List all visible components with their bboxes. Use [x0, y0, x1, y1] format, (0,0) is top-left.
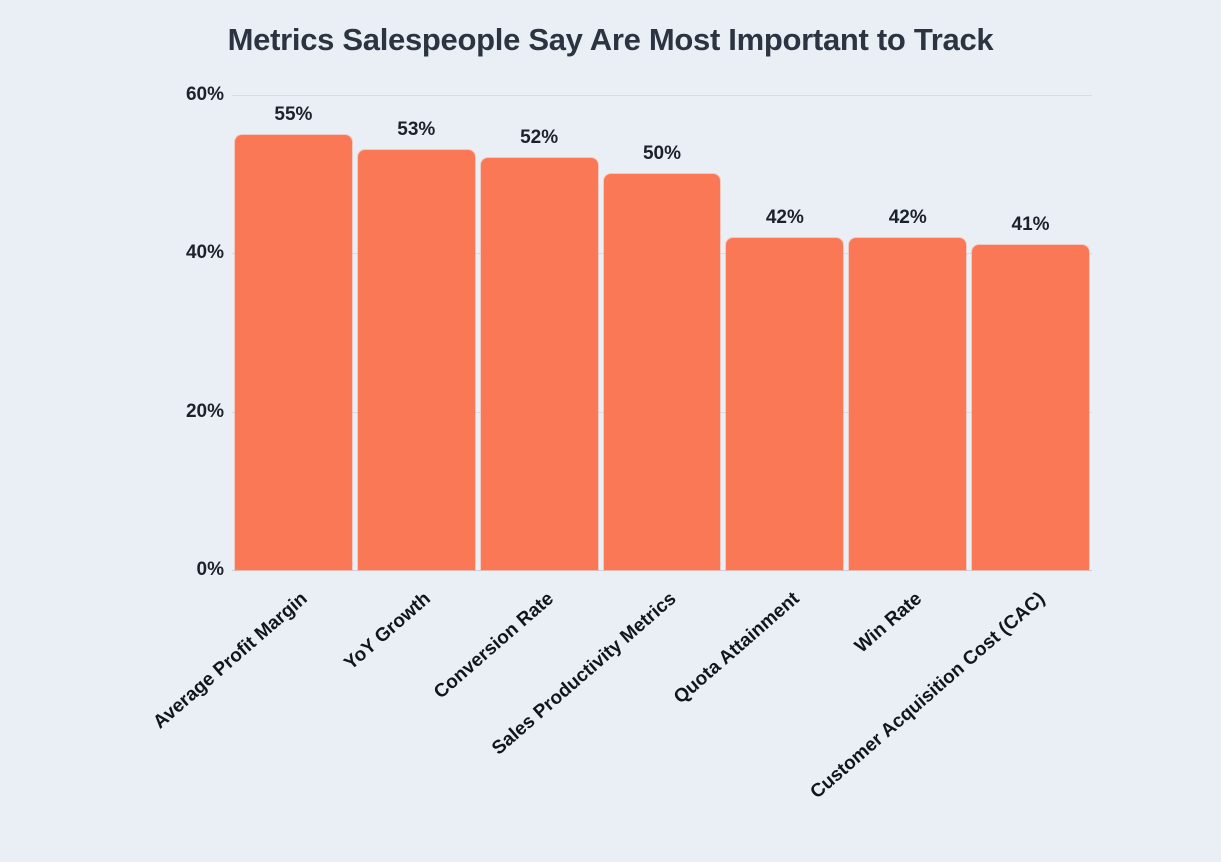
gridline-60: [232, 95, 1092, 96]
bar-value-label: 42%: [888, 206, 927, 228]
bar-column[interactable]: 41%: [969, 95, 1092, 570]
y-axis-tick-label: 20%: [185, 400, 224, 422]
bar-column[interactable]: 55%: [232, 95, 355, 570]
y-axis-tick-label: 60%: [185, 84, 224, 105]
bar-value-label: 55%: [274, 103, 313, 125]
x-axis: Average Profit Margin YoY Growth Conversio…: [150, 570, 1092, 860]
x-axis-tick-label: Win Rate: [851, 588, 927, 658]
bar[interactable]: [235, 134, 352, 570]
x-axis-tick-label: Average Profit Margin: [149, 588, 313, 734]
bar-column[interactable]: 50%: [601, 95, 724, 570]
bars-group: 55% 53% 52% 50% 42% 42% 41%: [232, 95, 1092, 570]
bar-column[interactable]: 53%: [355, 95, 478, 570]
bar-value-label: 53%: [397, 119, 436, 141]
x-axis-tick-label: Quota Attainment: [669, 588, 804, 709]
chart-title: Metrics Salespeople Say Are Most Importa…: [227, 22, 994, 57]
gridline-0: [232, 570, 1092, 571]
y-axis-tick-label: 0%: [196, 559, 224, 580]
x-axis-tick-label: Conversion Rate: [430, 588, 558, 704]
bar-value-label: 42%: [765, 206, 804, 228]
y-axis-tick-label: 40%: [185, 242, 224, 264]
bar[interactable]: [357, 150, 475, 570]
bar[interactable]: [480, 158, 598, 570]
bar[interactable]: [849, 237, 967, 570]
bar[interactable]: [972, 245, 1089, 570]
x-axis-tick-label: Customer Acquisition Cost (CAC): [806, 588, 1050, 804]
bar-value-label: 50%: [642, 143, 681, 165]
bar[interactable]: [726, 237, 844, 570]
bar[interactable]: [603, 174, 721, 570]
x-axis-tick-label: YoY Growth: [340, 588, 435, 675]
bar-value-label: 52%: [520, 127, 559, 149]
bar-column[interactable]: 42%: [723, 95, 846, 570]
bar-value-label: 41%: [1011, 214, 1050, 236]
bar-column[interactable]: 42%: [846, 95, 969, 570]
bar-column[interactable]: 52%: [478, 95, 601, 570]
